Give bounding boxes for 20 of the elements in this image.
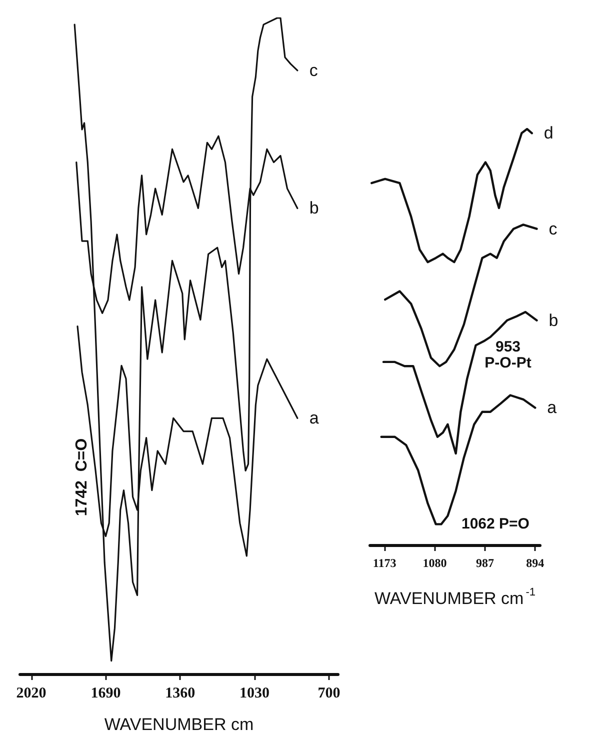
x-tick-label: 2020 (16, 686, 46, 702)
series-label: a (309, 408, 320, 428)
series-label: c (548, 219, 558, 238)
series-label: b (309, 198, 319, 218)
x-tick-label: 987 (476, 556, 494, 570)
x-tick-label: 1360 (165, 686, 196, 702)
x-tick-label: 1030 (240, 686, 270, 702)
annotation: 1062 P=O (461, 516, 530, 533)
series-label: b (548, 310, 558, 330)
annotation: 953 P-O-Pt (484, 338, 532, 372)
x-tick-label: 1690 (90, 686, 121, 702)
x-tick-label: 1080 (422, 556, 447, 570)
x-tick-label: 700 (318, 686, 340, 702)
x-tick-label: 1173 (372, 556, 396, 570)
x-axis-title: WAVENUMBER cm (104, 715, 254, 734)
annotation: 1742 C=O (73, 438, 90, 516)
x-tick-label: 894 (526, 556, 544, 570)
series-label: c (309, 60, 318, 80)
series-label: d (544, 124, 554, 143)
series-label: a (547, 398, 558, 418)
